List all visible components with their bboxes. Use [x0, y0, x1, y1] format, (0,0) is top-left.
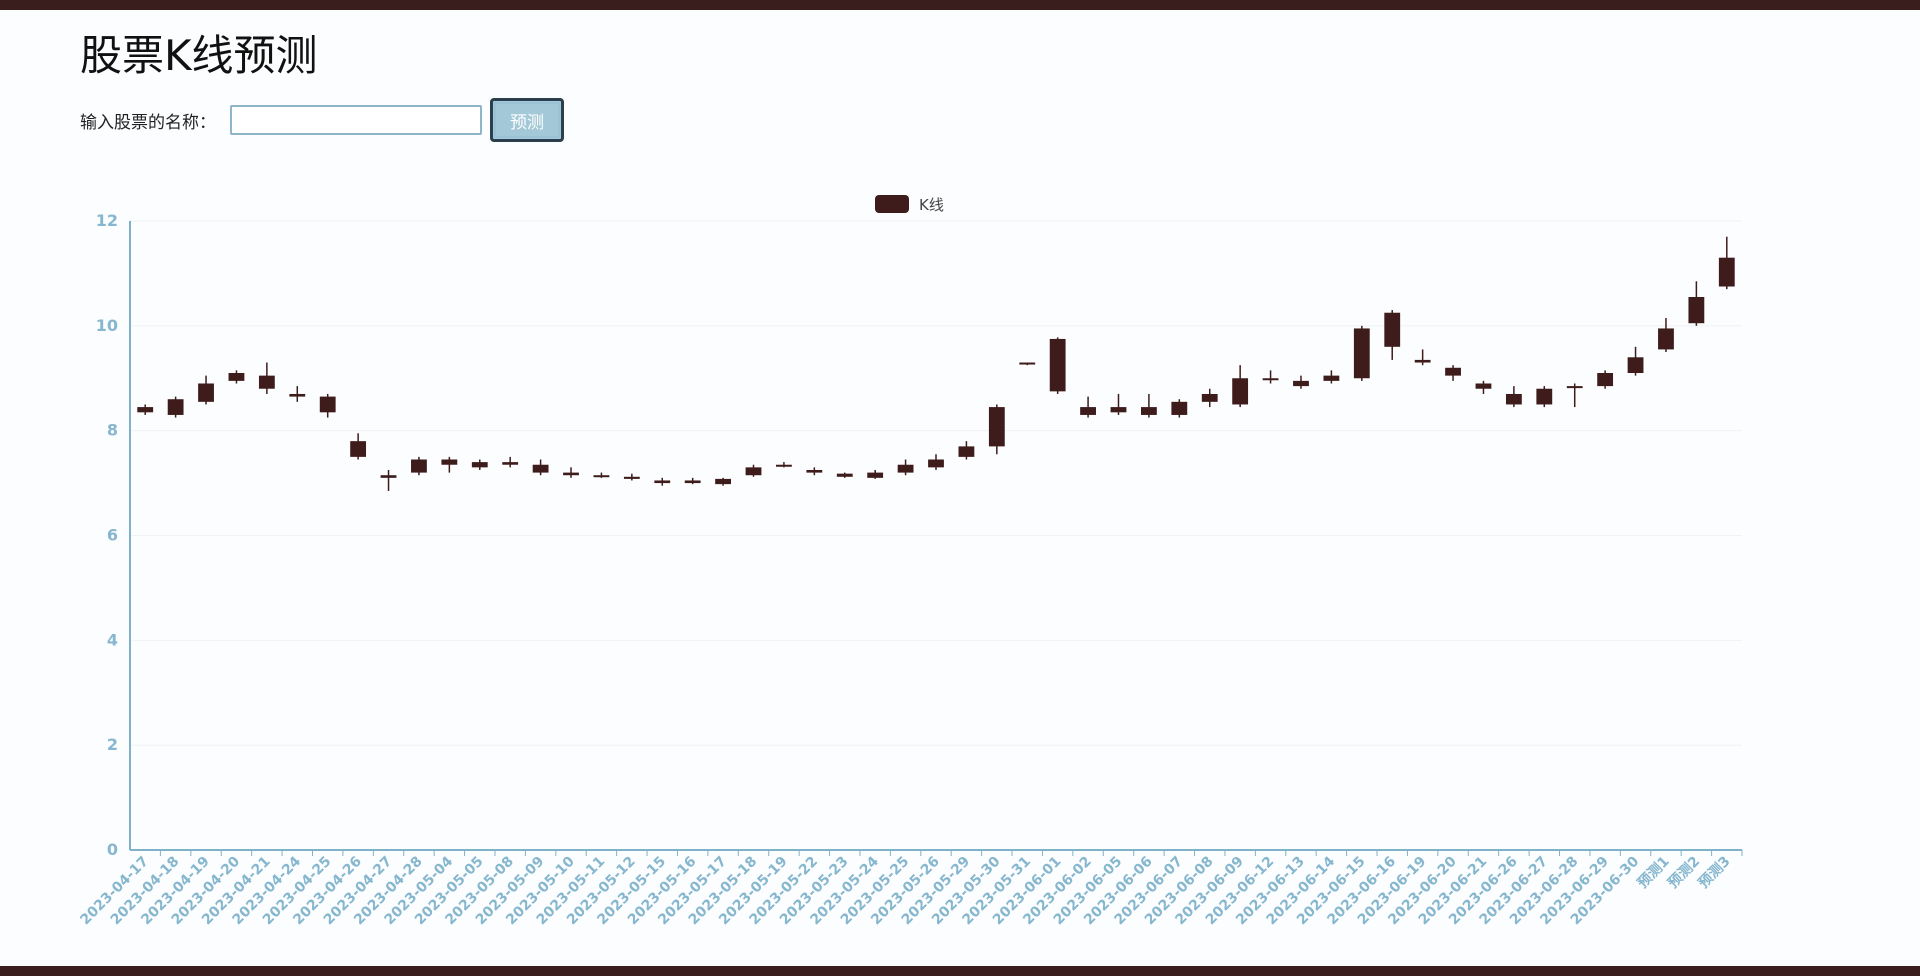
candle-body	[1414, 359, 1431, 363]
candle-body	[563, 472, 579, 476]
candle-body	[1688, 297, 1705, 324]
x-tick-label: 预测3	[1695, 853, 1734, 892]
y-tick-label: 12	[96, 211, 118, 230]
candle-body	[167, 399, 184, 415]
candle-body	[1262, 378, 1279, 381]
candle-body	[654, 480, 671, 484]
predict-button[interactable]: 预测	[490, 98, 564, 142]
candle-body	[836, 473, 853, 477]
candle-body	[1627, 357, 1644, 374]
candle-body	[411, 459, 427, 473]
candle-body	[623, 476, 640, 479]
candle-body	[1536, 388, 1553, 405]
candle-body	[228, 373, 245, 381]
candle-body	[258, 375, 275, 389]
candle-body	[1718, 257, 1735, 287]
candle-body	[198, 383, 214, 402]
candle-body	[1019, 362, 1036, 365]
candle-body	[1049, 338, 1066, 392]
candle-body	[1475, 383, 1492, 389]
y-tick-label: 10	[96, 316, 118, 335]
page-title: 股票K线预测	[80, 31, 318, 80]
x-tick-label: 预测1	[1634, 853, 1673, 892]
candle-body	[593, 475, 610, 478]
candle-body	[471, 462, 488, 468]
candle-body	[988, 407, 1005, 447]
candle-body	[867, 472, 884, 478]
candle-body	[715, 478, 732, 485]
candle-body	[684, 480, 701, 484]
candle-body	[1140, 407, 1157, 415]
candle-body	[1566, 386, 1583, 389]
candle-body	[289, 393, 306, 397]
stock-form: 输入股票的名称： 预测	[80, 98, 564, 142]
candle-body	[897, 464, 914, 473]
y-tick-label: 8	[107, 421, 118, 440]
candle-body	[1353, 328, 1370, 379]
page-frame: 股票K线预测 输入股票的名称： 预测 0 2 4 6 8 10 12 2023-04-17 20…	[0, 10, 1920, 966]
candle-body	[1293, 380, 1309, 387]
candle-body	[1110, 407, 1127, 413]
y-tick-label: 0	[107, 840, 118, 859]
candle-body	[502, 462, 519, 465]
candle-body	[1505, 393, 1522, 405]
candle-body	[745, 467, 762, 476]
candle-body	[806, 469, 823, 473]
candle-body	[1080, 407, 1096, 415]
candle-body	[928, 459, 944, 468]
x-tick-label: 预测2	[1664, 853, 1703, 892]
candle-body	[1445, 367, 1461, 376]
kline-chart: 0246810122023-04-172023-04-182023-04-192…	[77, 195, 1743, 928]
candle-body	[1384, 312, 1401, 347]
candle-body	[1658, 328, 1674, 350]
y-tick-label: 4	[107, 630, 118, 649]
candle-body	[1232, 378, 1249, 405]
candle-body	[1597, 373, 1614, 387]
candle-body	[380, 475, 397, 478]
candle-body	[1201, 393, 1218, 402]
candle-body	[532, 464, 549, 473]
candle-body	[776, 464, 792, 467]
y-tick-label: 2	[107, 735, 118, 754]
stock-name-label: 输入股票的名称：	[80, 112, 216, 133]
candle-body	[1323, 375, 1340, 381]
candle-body	[1171, 401, 1188, 415]
candle-body	[958, 446, 975, 457]
legend-label: K线	[919, 196, 944, 214]
candle-body	[137, 407, 154, 413]
candle-body	[319, 396, 336, 413]
candle-body	[350, 441, 367, 457]
candle-body	[441, 459, 458, 465]
stock-name-input[interactable]	[230, 105, 482, 135]
legend-swatch	[875, 195, 909, 213]
y-tick-label: 6	[107, 526, 118, 545]
